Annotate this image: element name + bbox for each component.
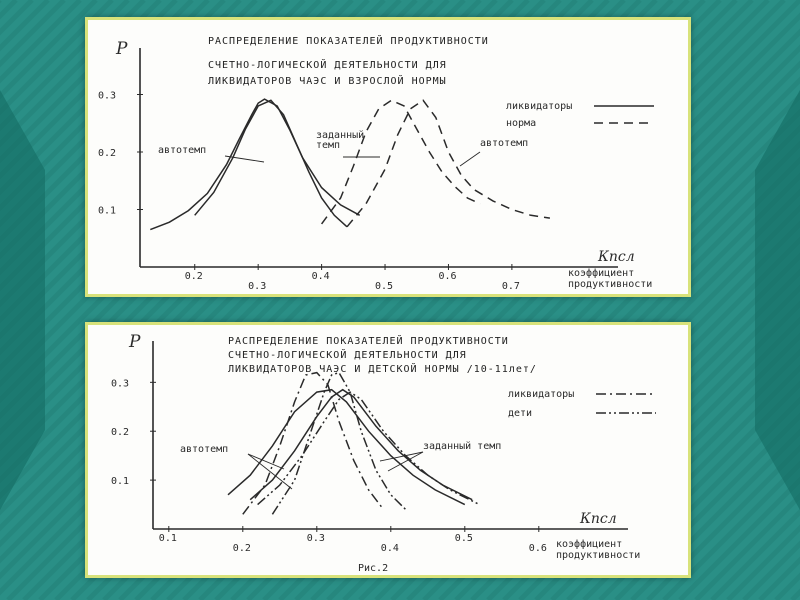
x-tick-label: 0.2 [185, 271, 203, 282]
x-tick-label: 0.5 [455, 533, 473, 544]
x-tick-label: 0.1 [159, 533, 177, 544]
y-tick-label: 0.2 [98, 148, 116, 159]
annotation-label: заданный [316, 129, 364, 141]
annotation-label: автотемп [480, 138, 528, 149]
x-axis-caption: продуктивности [568, 279, 652, 290]
annotation-leader [379, 451, 424, 462]
y-tick-label: 0.3 [98, 91, 116, 102]
y-axis-label: Р [128, 332, 141, 352]
legend-label: дети [508, 408, 532, 419]
series-line-3 [320, 99, 481, 225]
series-line-2 [271, 371, 407, 515]
annotation-leader [387, 451, 424, 472]
chart-panel-child-norm: РАСПРЕДЕЛЕНИЕ ПОКАЗАТЕЛЕЙ ПРОДУКТИВНОСТИ… [85, 322, 691, 578]
x-tick-label: 0.3 [307, 533, 325, 544]
annotation-leader [224, 155, 265, 163]
annotation-leader [247, 453, 285, 470]
y-axis-label: Р [115, 39, 128, 59]
y-tick-label: 0.2 [111, 427, 129, 438]
annotation-leader [459, 151, 481, 167]
series-line-2 [194, 99, 348, 228]
chart-title-line: РАСПРЕДЕЛЕНИЕ ПОКАЗАТЕЛЕЙ ПРОДУКТИВНОСТИ [208, 36, 489, 47]
series-line-5 [257, 391, 480, 506]
x-tick-label: 0.6 [438, 271, 456, 282]
y-tick-label: 0.3 [111, 378, 129, 389]
x-axis-caption: продуктивности [556, 550, 640, 561]
annotation-label: темп [316, 140, 340, 151]
series-line-4 [346, 99, 551, 228]
series-line-1 [242, 371, 384, 515]
x-tick-label: 0.4 [381, 543, 399, 554]
x-axis-caption: коэффициент [568, 267, 634, 279]
y-tick-label: 0.1 [111, 476, 129, 487]
x-tick-label: 0.7 [502, 281, 520, 292]
chart-plot-child-norm: Р 0.1 0.2 0.3 0.1 0.2 0.3 0.4 0.5 0.6 Кпсл коэффици… [111, 332, 656, 574]
x-axis-label: Кпсл [597, 249, 635, 265]
chart-panel-adult-norm: РАСПРЕДЕЛЕНИЕ ПОКАЗАТЕЛЕЙ ПРОДУКТИВНОСТИ… [85, 17, 691, 297]
annotation-label: автотемп [180, 444, 228, 455]
series-line-3 [227, 388, 466, 506]
chart-plot-adult-norm: Р 0.1 0.2 0.3 0.2 0.3 0.4 0.5 0.6 0.7 Кпсл коэффици… [98, 39, 654, 292]
chart-title-line: СЧЕТНО-ЛОГИЧЕСКОЙ ДЕЯТЕЛЬНОСТИ ДЛЯ [208, 60, 447, 71]
x-tick-label: 0.3 [248, 281, 266, 292]
figure-caption: Рис.2 [358, 563, 388, 574]
annotation-label: заданный темп [423, 440, 501, 452]
series-line-1 [150, 98, 361, 231]
chart-title-line: СЧЕТНО-ЛОГИЧЕСКОЙ ДЕЯТЕЛЬНОСТИ ДЛЯ [228, 350, 467, 361]
annotation-label: автотемп [158, 145, 206, 156]
x-tick-label: 0.5 [375, 281, 393, 292]
chart-title-line: ЛИКВИДАТОРОВ ЧАЭС И ДЕТСКОЙ НОРМЫ /10-11… [228, 364, 537, 375]
y-tick-label: 0.1 [98, 206, 116, 217]
x-tick-label: 0.6 [529, 543, 547, 554]
legend-label: ликвидаторы [506, 101, 572, 112]
x-axis-label: Кпсл [579, 511, 617, 527]
chart-title-line: РАСПРЕДЕЛЕНИЕ ПОКАЗАТЕЛЕЙ ПРОДУКТИВНОСТИ [228, 336, 509, 347]
x-tick-label: 0.4 [312, 271, 330, 282]
annotation-leader [247, 453, 293, 490]
legend-label: ликвидаторы [508, 389, 574, 400]
x-axis-caption: коэффициент [556, 538, 622, 550]
legend-label: норма [506, 118, 536, 129]
x-tick-label: 0.2 [233, 543, 251, 554]
chart-title-line: ЛИКВИДАТОРОВ ЧАЭС И ВЗРОСЛОЙ НОРМЫ [208, 76, 447, 87]
